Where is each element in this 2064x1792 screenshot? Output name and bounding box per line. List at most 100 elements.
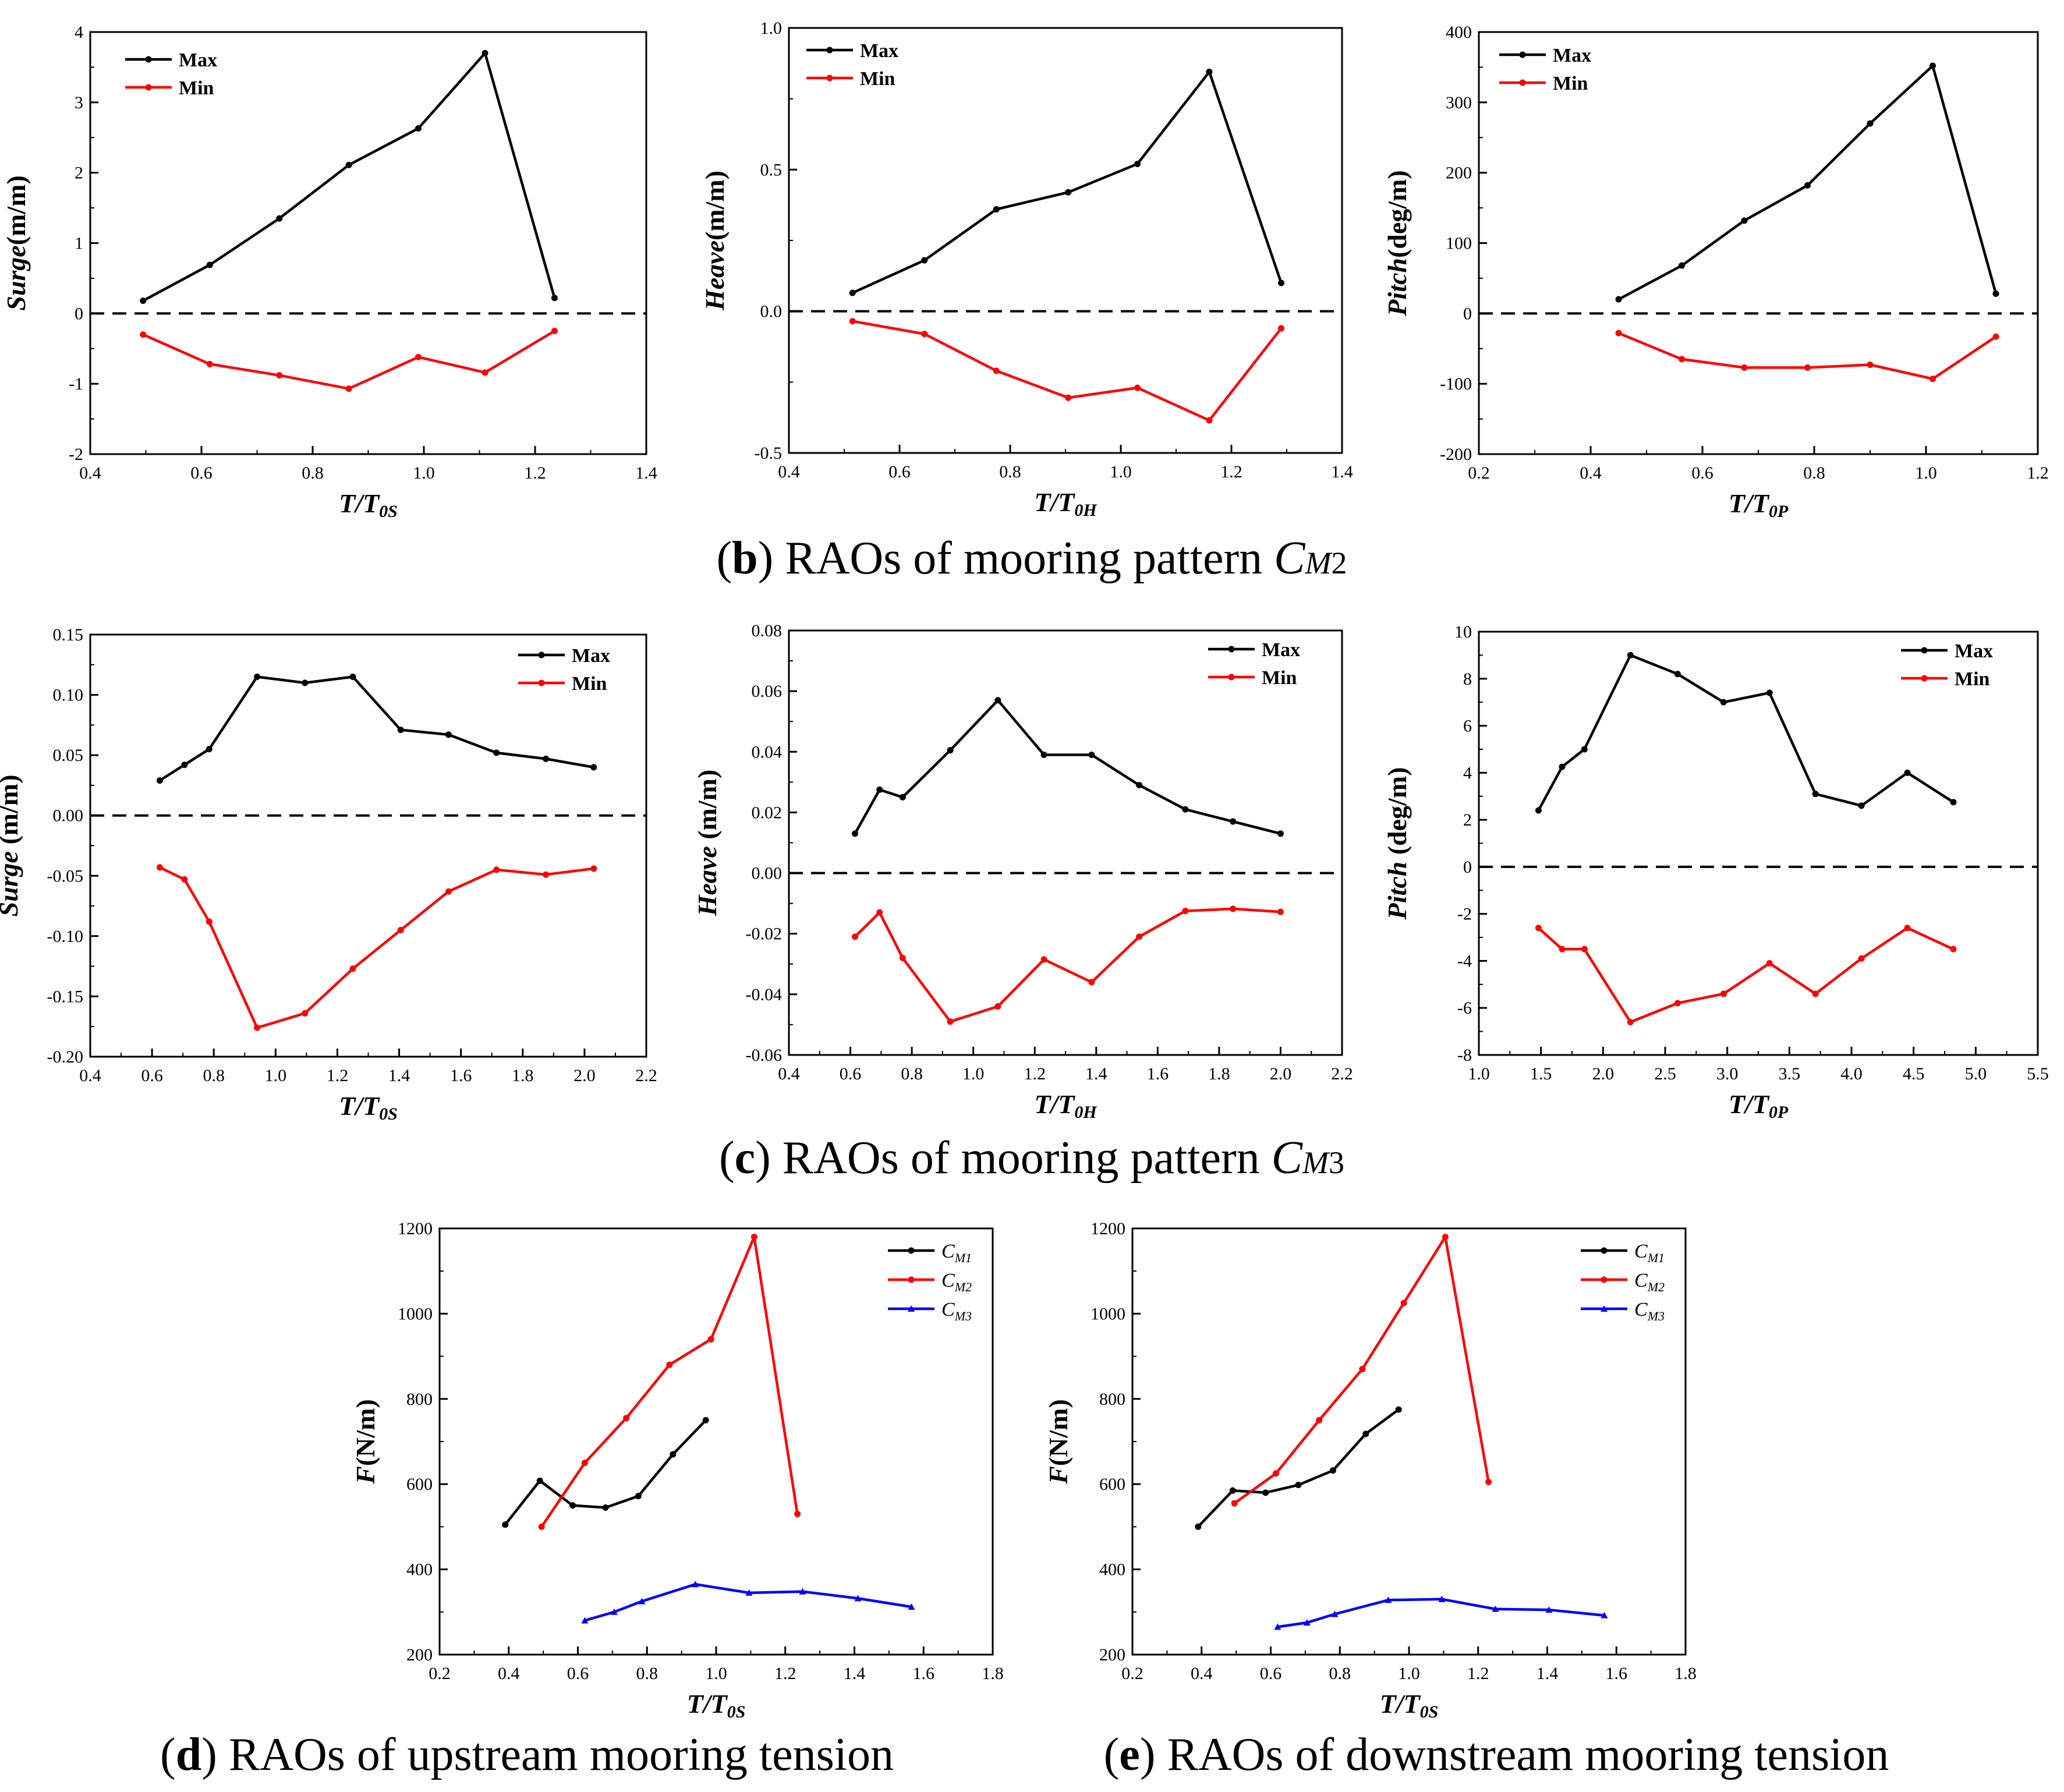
data-point-CM2 <box>1272 1470 1279 1477</box>
legend-label: Min <box>1553 73 1588 94</box>
data-point-Max <box>493 749 500 756</box>
x-tick-label: 1.2 <box>2027 463 2049 483</box>
series-line-Min <box>852 320 1283 422</box>
chart-b2: 0.4 0.6 0.8 1.0 1.2 1.4 -0.5 0.0 0.5 1.0 Max Min T/T… <box>700 19 1353 520</box>
legend-marker <box>1921 675 1928 682</box>
data-point-Min <box>181 876 188 883</box>
x-tick-label: 1.2 <box>1220 462 1242 481</box>
legend-label: Min <box>179 77 214 99</box>
data-point-CM1 <box>670 1451 677 1458</box>
x-tick-label: 0.8 <box>901 1064 923 1083</box>
x-tick-label: 0.4 <box>778 462 800 481</box>
data-point-Min <box>849 318 856 325</box>
data-point-Max <box>482 49 488 56</box>
data-point-Min <box>1930 376 1936 383</box>
data-point-Min <box>140 331 147 338</box>
data-point-Min <box>1858 955 1865 962</box>
data-point-Min <box>415 353 422 360</box>
data-point-CM1 <box>1195 1523 1202 1530</box>
data-point-CM3 <box>1303 1619 1311 1626</box>
data-point-Min <box>921 331 928 338</box>
plot-frame <box>788 27 1343 454</box>
data-point-Min <box>445 888 452 895</box>
data-point-Max <box>1867 120 1874 127</box>
y-tick-label: 0.00 <box>752 864 783 883</box>
chart-e: 0.2 0.4 0.6 0.8 1.0 1.2 1.4 1.6 1.8 200 400 600 800 1… <box>1043 1219 1697 1722</box>
x-tick-label: 0.6 <box>1691 463 1713 483</box>
x-axis-label: T/T0S <box>687 1689 746 1722</box>
data-point-CM1 <box>536 1477 543 1484</box>
data-point-CM3 <box>1492 1605 1499 1612</box>
x-tick-label: 1.2 <box>1024 1064 1046 1083</box>
data-point-CM2 <box>1359 1366 1366 1373</box>
series-line-Min <box>1618 332 1997 380</box>
data-point-Max <box>1206 68 1213 75</box>
legend-label: CM3 <box>941 1299 972 1323</box>
legend-marker <box>826 75 833 82</box>
legend-label: Max <box>572 645 610 667</box>
data-point-Max <box>1136 782 1143 789</box>
x-tick-label: 1.6 <box>1147 1064 1169 1083</box>
x-axis-label: T/T0H <box>1034 487 1098 520</box>
data-point-CM3 <box>638 1598 646 1605</box>
x-tick-label: 1.0 <box>705 1664 727 1683</box>
x-axis-label: T/T0S <box>1380 1689 1439 1722</box>
data-point-Min <box>1674 1000 1681 1007</box>
data-point-Min <box>276 372 283 379</box>
data-point-CM3 <box>610 1608 618 1615</box>
data-point-CM1 <box>569 1502 576 1509</box>
y-tick-label: -0.04 <box>746 985 783 1004</box>
x-tick-label: 1.0 <box>1468 1064 1490 1083</box>
data-point-Max <box>1992 291 1999 297</box>
data-point-Min <box>993 367 1000 374</box>
data-point-Min <box>1766 959 1773 966</box>
chart-c1: 0.4 0.6 0.8 1.0 1.2 1.4 1.6 1.8 2.0 2.2 -0.20 -0.15… <box>0 625 657 1124</box>
x-tick-label: 1.6 <box>450 1066 472 1085</box>
legend-label: Max <box>1955 640 1993 662</box>
x-tick-label: 2.0 <box>573 1066 596 1085</box>
data-point-CM3 <box>692 1581 699 1588</box>
data-point-Max <box>1678 262 1685 269</box>
data-point-Min <box>206 360 213 367</box>
data-point-Max <box>1088 751 1095 758</box>
data-point-CM3 <box>1545 1606 1553 1613</box>
y-tick-label: -4 <box>1457 951 1472 971</box>
data-point-CM2 <box>707 1336 714 1343</box>
y-tick-label: 0 <box>75 304 83 323</box>
data-point-Min <box>1904 925 1911 932</box>
y-tick-label: 0.10 <box>53 686 84 705</box>
y-axis-label: F(N/m) <box>351 1399 380 1485</box>
data-point-CM2 <box>1485 1479 1492 1486</box>
data-point-Min <box>1182 908 1189 915</box>
legend-label: Max <box>179 49 217 71</box>
x-tick-label: 1.4 <box>635 463 657 483</box>
data-point-Min <box>1065 394 1072 401</box>
x-tick-label: 1.4 <box>844 1664 866 1683</box>
legend-label: CM1 <box>941 1241 972 1265</box>
data-point-Max <box>899 794 906 801</box>
data-point-Min <box>254 1024 260 1031</box>
y-tick-label: 0.06 <box>752 682 783 701</box>
y-tick-label: 6 <box>1463 717 1472 736</box>
legend-label: CM2 <box>1634 1270 1665 1294</box>
y-tick-label: 300 <box>1446 93 1472 112</box>
plot-frame <box>89 633 647 1058</box>
data-point-Min <box>349 965 356 972</box>
data-point-Max <box>1930 62 1936 69</box>
x-tick-label: 2.2 <box>635 1066 657 1085</box>
data-point-CM1 <box>1362 1430 1369 1437</box>
data-point-Max <box>849 289 856 296</box>
legend-marker <box>1228 646 1235 653</box>
data-point-Max <box>1812 791 1819 798</box>
data-point-Min <box>1581 945 1588 952</box>
x-tick-label: 1.4 <box>388 1066 410 1085</box>
legend-label: Min <box>1955 668 1990 690</box>
data-point-Max <box>140 298 147 304</box>
data-point-CM3 <box>581 1617 589 1624</box>
y-axis-label: Pitch(deg/m) <box>1382 170 1412 316</box>
x-tick-label: 0.8 <box>999 462 1021 481</box>
legend-marker <box>1228 674 1235 681</box>
data-point-CM3 <box>799 1588 806 1595</box>
y-tick-label: 200 <box>406 1645 433 1664</box>
